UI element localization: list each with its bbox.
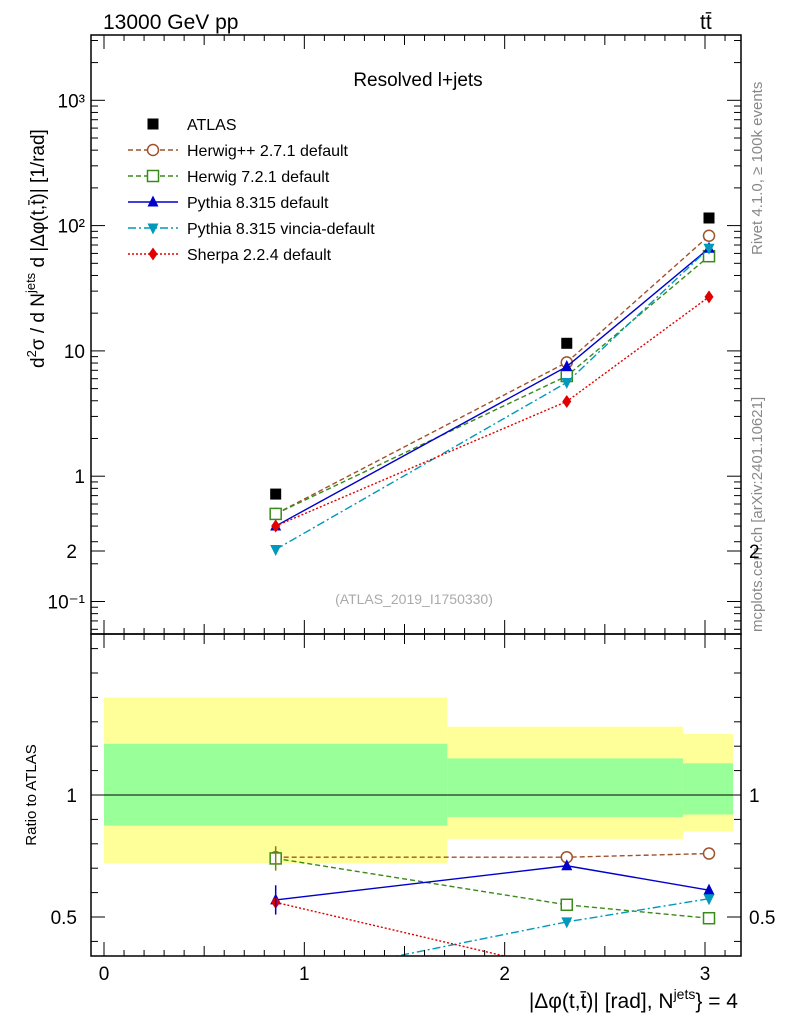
data-point	[561, 377, 573, 389]
data-point	[703, 212, 715, 224]
ratio-point	[702, 911, 716, 925]
ratio-y-tick-label-right: 0.5	[749, 908, 775, 929]
energy-label: 13000 GeV pp	[103, 11, 238, 34]
analysis-id: (ATLAS_2019_I1750330)	[335, 591, 493, 607]
ratio-y-tick-label: 2	[66, 542, 77, 563]
main-panel: 10⁻¹ 1 10 10² 10³ Resolved l+jets (ATLAS_201…	[48, 34, 742, 635]
ratio-ylabel: Ratio to ATLAS	[23, 744, 40, 845]
data-point	[270, 488, 282, 500]
legend-label: Herwig 7.2.1 default	[187, 169, 330, 186]
ratio-panel: 0.5 0.5 1 1 2 2 0 1 2 3	[51, 542, 776, 985]
main-axes: 10⁻¹ 1 10 10² 10³	[48, 35, 741, 634]
ratio-y-tick-label: 0.5	[51, 908, 77, 929]
data-point	[270, 545, 282, 557]
x-tick-label: 3	[700, 964, 711, 985]
data-point	[702, 229, 716, 242]
data-point	[561, 337, 573, 349]
ratio-point	[703, 894, 715, 906]
legend-marker	[147, 223, 159, 235]
x-tick-label: 0	[99, 964, 110, 985]
ratio-line	[275, 857, 710, 919]
data-point	[704, 290, 714, 304]
y-tick-label: 10	[64, 342, 85, 363]
ratio-y-tick-label-right: 2	[749, 542, 760, 563]
series-line	[275, 247, 710, 527]
uncertainty-band-inner	[447, 758, 683, 817]
ratio-line	[275, 865, 710, 901]
main-series	[269, 212, 716, 557]
legend-label: Pythia 8.315 vincia-default	[187, 221, 375, 238]
data-point	[269, 507, 282, 521]
series-line	[275, 247, 710, 551]
uncertainty-band-inner	[104, 743, 448, 826]
x-tick-label: 2	[499, 964, 510, 985]
legend: ATLAS Herwig++ 2.7.1 default Herwig 7.2.1 …	[128, 117, 375, 264]
y-tick-label: 10²	[58, 217, 85, 238]
legend-label: Herwig++ 2.7.1 default	[187, 143, 349, 160]
data-point	[561, 360, 573, 372]
y-tick-label: 10⁻¹	[48, 593, 86, 614]
x-tick-label: 1	[299, 964, 310, 985]
legend-label: Pythia 8.315 default	[187, 195, 329, 212]
ratio-point	[703, 883, 715, 895]
ratio-point	[702, 847, 716, 860]
uncertainty-band-inner	[682, 763, 734, 815]
ratio-point	[561, 917, 573, 929]
ratio-line	[393, 898, 710, 956]
data-point	[703, 243, 715, 255]
data-point	[562, 394, 572, 408]
series-line	[275, 296, 710, 527]
ratio-series	[269, 846, 716, 956]
main-ylabel: d2σ / d Njets d |Δφ(t,t̄)| [1/rad]	[23, 129, 49, 368]
ratio-y-tick-label: 1	[66, 786, 77, 807]
ratio-axes: 0.5 0.5 1 1 2 2 0 1 2 3	[51, 542, 776, 985]
ratio-point	[561, 859, 573, 871]
ratio-y-tick-label-right: 1	[749, 786, 760, 807]
ratio-bands	[104, 697, 734, 864]
legend-marker	[147, 118, 159, 130]
y-tick-label: 1	[74, 467, 85, 488]
chart-title: Resolved l+jets	[353, 70, 482, 91]
series-line	[275, 255, 710, 515]
ratio-frame	[90, 633, 742, 957]
legend-marker	[146, 143, 160, 157]
legend-marker	[148, 247, 158, 261]
ratio-point	[560, 898, 574, 912]
legend-marker	[146, 169, 160, 183]
rivet-label: Rivet 4.1.0, ≥ 100k events	[749, 82, 766, 255]
y-tick-label: 10³	[58, 91, 85, 112]
x-axis-label: |Δφ(t,t̄)| [rad], Njets} = 4	[529, 986, 738, 1013]
process-label: tt̄	[700, 11, 712, 34]
legend-label: Sherpa 2.2.4 default	[187, 247, 332, 264]
series-line	[275, 235, 710, 515]
legend-marker	[147, 195, 159, 207]
mcplots-label: mcplots.cern.ch [arXiv:2401.10621]	[749, 397, 766, 632]
data-point	[271, 519, 281, 533]
ratio-line	[275, 901, 508, 956]
legend-label: ATLAS	[187, 117, 237, 134]
